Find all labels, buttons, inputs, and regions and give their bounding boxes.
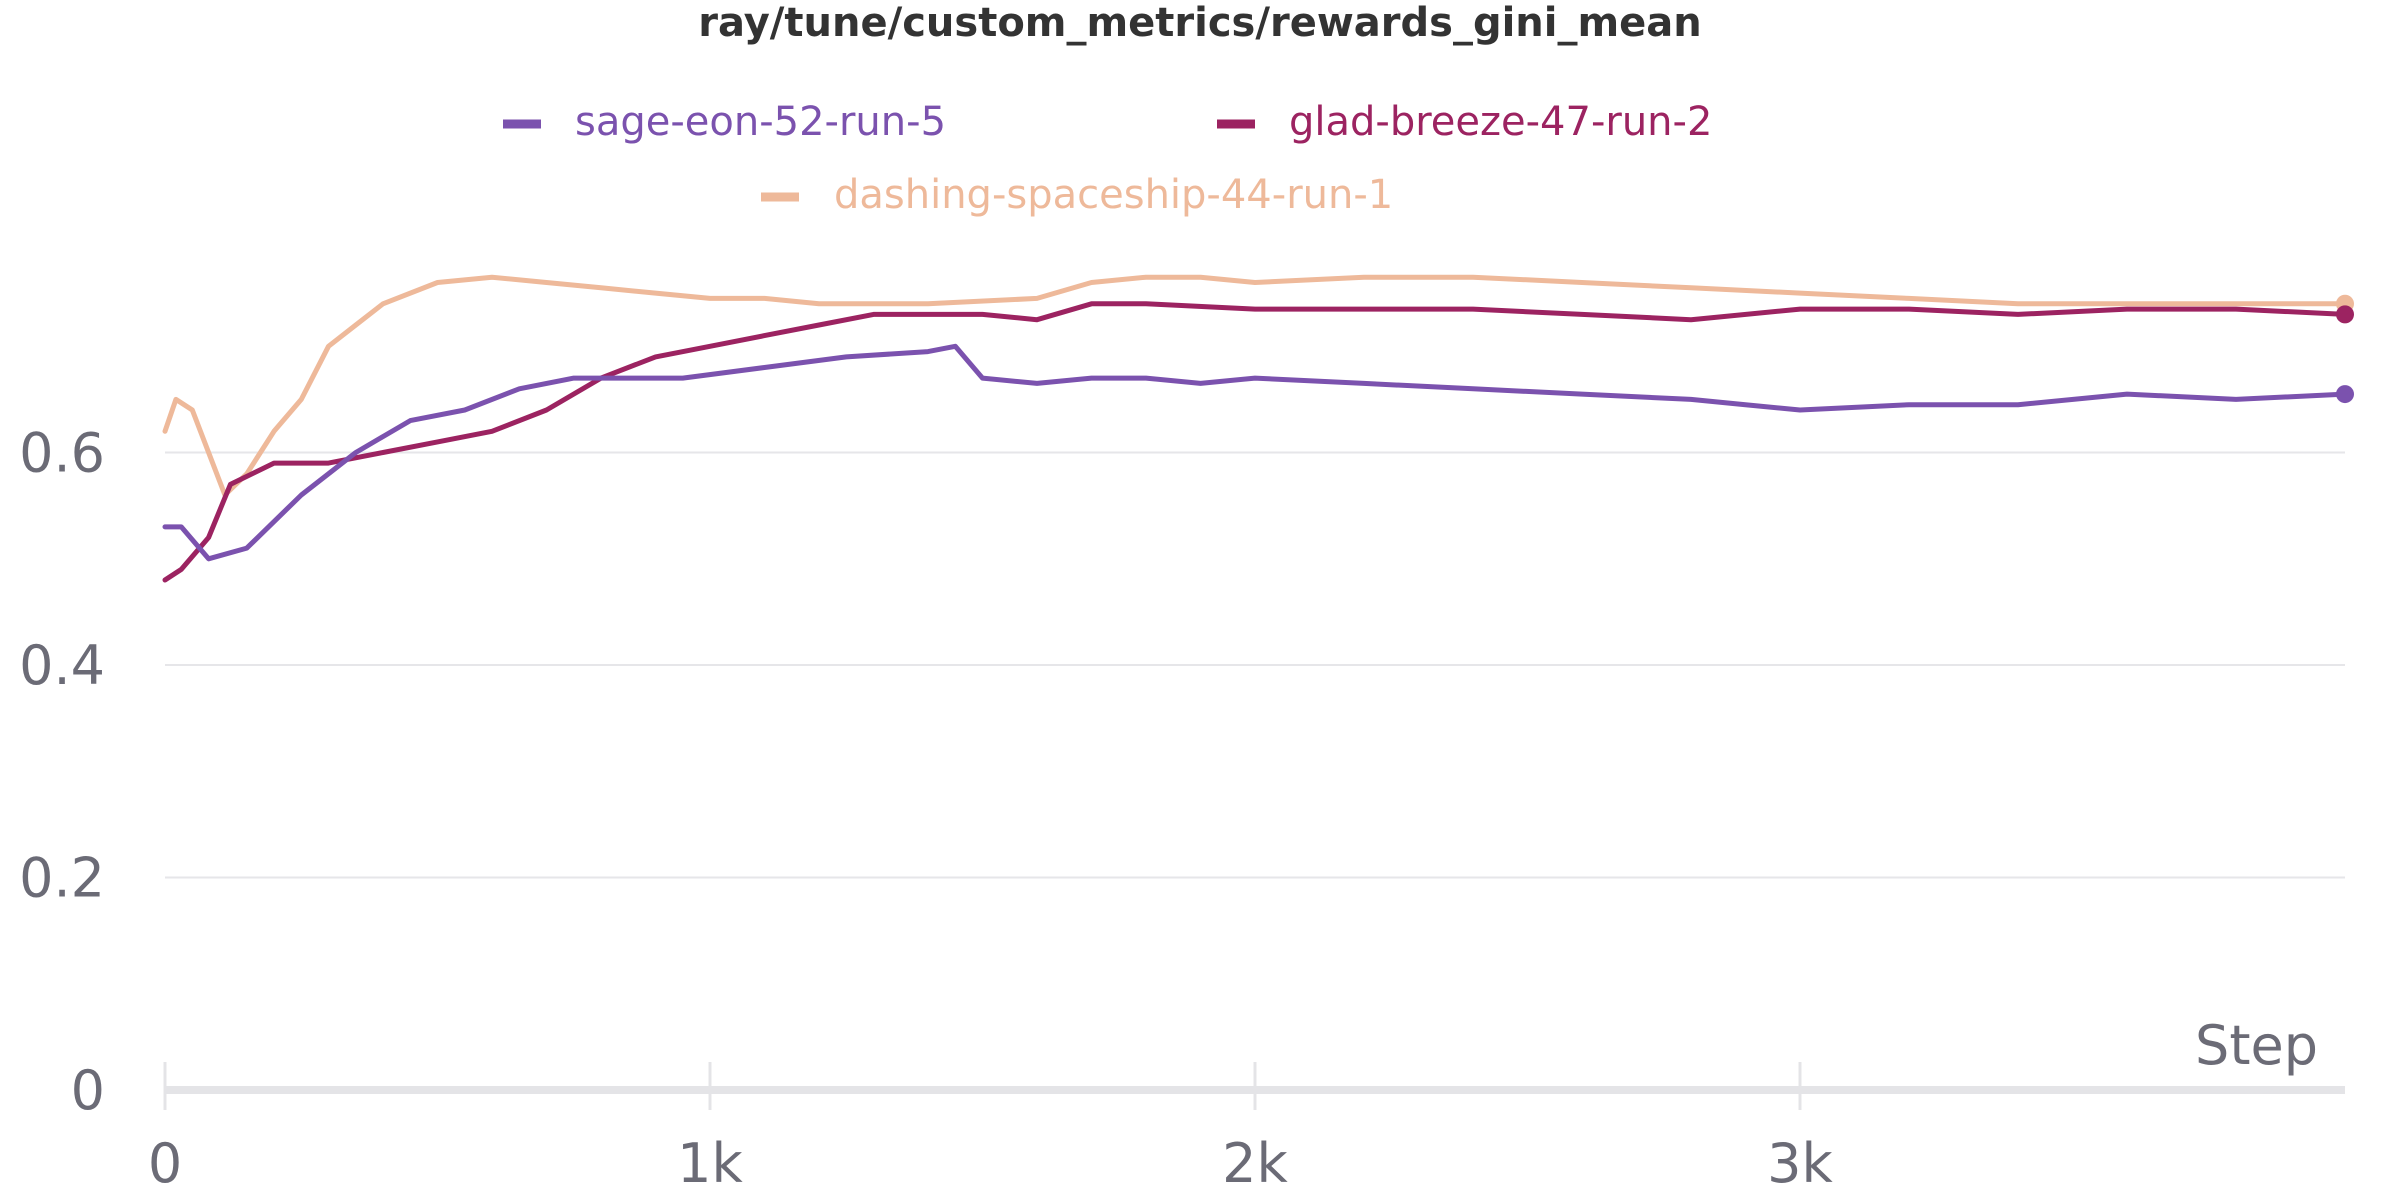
legend-label: glad-breeze-47-run-2 bbox=[1289, 99, 1712, 145]
y-tick-label: 0.2 bbox=[19, 847, 105, 910]
series-end-point bbox=[2336, 305, 2354, 324]
legend-label: sage-eon-52-run-5 bbox=[575, 99, 946, 145]
x-tick-label: 2k bbox=[1222, 1132, 1288, 1195]
series-end-point bbox=[2336, 385, 2354, 404]
plot-area bbox=[162, 274, 2354, 583]
x-tick-label: 0 bbox=[148, 1132, 182, 1195]
x-tick-label: 1k bbox=[677, 1132, 743, 1195]
x-axis: 0 1k 2k 3k bbox=[148, 1062, 2345, 1195]
gridlines bbox=[165, 451, 2345, 879]
series-line-dashing-spaceship-44-run-1[interactable] bbox=[162, 274, 2348, 498]
legend-label: dashing-spaceship-44-run-1 bbox=[834, 172, 1393, 218]
y-axis: 0 0.2 0.4 0.6 bbox=[19, 422, 105, 1123]
series-line-sage-eon-52-run-5[interactable] bbox=[162, 343, 2348, 562]
y-tick-label: 0.6 bbox=[19, 422, 105, 485]
series-line-glad-breeze-47-run-2[interactable] bbox=[162, 301, 2348, 583]
y-tick-label: 0 bbox=[71, 1059, 105, 1122]
legend-item-glad-breeze-47-run-2[interactable]: glad-breeze-47-run-2 bbox=[1217, 99, 1712, 145]
y-tick-label: 0.4 bbox=[19, 634, 105, 697]
x-tick-label: 3k bbox=[1767, 1132, 1833, 1195]
x-axis-title: Step bbox=[2195, 1014, 2318, 1077]
legend-item-sage-eon-52-run-5[interactable]: sage-eon-52-run-5 bbox=[503, 99, 946, 145]
chart-title: ray/tune/custom_metrics/rewards_gini_mea… bbox=[698, 0, 1702, 46]
legend-item-dashing-spaceship-44-run-1[interactable]: dashing-spaceship-44-run-1 bbox=[761, 172, 1393, 218]
legend: sage-eon-52-run-5 glad-breeze-47-run-2 d… bbox=[503, 99, 1712, 218]
